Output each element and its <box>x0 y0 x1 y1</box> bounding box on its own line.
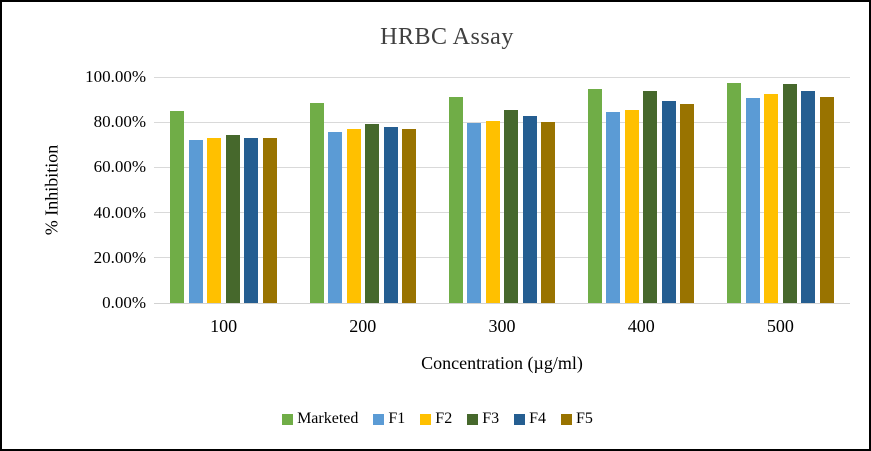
y-tick-label-60: 60.00% <box>93 157 146 177</box>
y-tick-label-0: 0.00% <box>102 293 146 312</box>
bar-f4-500 <box>801 91 816 303</box>
legend-swatch-f1 <box>373 413 385 425</box>
legend-item-f2: F2 <box>420 411 452 427</box>
legend-item-marketed: Marketed <box>282 411 358 427</box>
y-tick-label-100: 100.00% <box>85 67 146 86</box>
bar-f5-400 <box>680 103 695 303</box>
bar-marketed-200 <box>309 103 324 303</box>
bar-f2-300 <box>485 120 500 303</box>
bar-f2-400 <box>624 110 639 303</box>
plot-area <box>154 76 850 304</box>
bar-f2-500 <box>764 94 779 303</box>
bar-f4-200 <box>383 127 398 303</box>
bar-f3-500 <box>782 84 797 303</box>
bar-marketed-100 <box>170 110 185 303</box>
bar-f5-300 <box>541 121 556 303</box>
bar-f3-200 <box>365 123 380 303</box>
bar-f2-200 <box>346 129 361 303</box>
x-tick-label-200: 200 <box>349 316 377 336</box>
legend-swatch-f4 <box>514 413 526 425</box>
bar-f1-200 <box>328 132 343 303</box>
legend-label-f2: F2 <box>435 410 453 427</box>
legend-swatch-f5 <box>561 413 573 425</box>
gridline-0 <box>154 302 850 304</box>
bar-f5-500 <box>819 97 834 303</box>
bar-f2-100 <box>207 138 222 303</box>
legend-item-f5: F5 <box>561 411 593 427</box>
bar-f3-100 <box>225 135 240 303</box>
x-tick-label-300: 300 <box>488 316 516 336</box>
gridline-40 <box>154 212 850 214</box>
legend-label-f5: F5 <box>576 410 593 427</box>
y-tick-label-40: 40.00% <box>93 202 146 222</box>
y-tick-label-80: 80.00% <box>93 112 146 132</box>
legend-swatch-f2 <box>420 413 432 425</box>
legend-label-f3: F3 <box>482 410 500 427</box>
bar-f5-200 <box>402 129 417 303</box>
gridline-80 <box>154 121 850 123</box>
bar-f1-500 <box>745 97 760 303</box>
y-tick-label-20: 20.00% <box>93 247 146 267</box>
bar-f5-100 <box>262 138 277 303</box>
bar-group-500 <box>711 83 850 303</box>
bar-marketed-300 <box>448 96 463 303</box>
legend-swatch-f3 <box>467 413 479 425</box>
bar-f1-100 <box>188 139 203 303</box>
bar-group-300 <box>432 96 571 303</box>
bar-marketed-500 <box>727 83 742 303</box>
x-axis-title: Concentration (µg/ml) <box>421 353 583 373</box>
bar-group-100 <box>154 110 293 303</box>
legend-item-f4: F4 <box>514 411 546 427</box>
legend-label-marketed: Marketed <box>297 410 359 427</box>
bar-group-200 <box>293 103 432 303</box>
x-tick-label-400: 400 <box>627 316 655 336</box>
legend-swatch-marketed <box>282 413 294 425</box>
bar-f1-300 <box>467 123 482 303</box>
chart-legend: Marketed F1 F2 F3 F4 F5 <box>2 411 869 427</box>
legend-item-f1: F1 <box>373 411 405 427</box>
bar-f4-300 <box>522 115 537 303</box>
gridline-60 <box>154 166 850 168</box>
gridline-20 <box>154 257 850 259</box>
bar-f4-100 <box>244 138 259 303</box>
bar-f3-400 <box>643 91 658 303</box>
bar-marketed-400 <box>587 89 602 303</box>
x-tick-label-100: 100 <box>210 316 238 336</box>
legend-label-f1: F1 <box>388 410 406 427</box>
x-tick-label-500: 500 <box>766 316 794 336</box>
gridline-100 <box>154 76 850 78</box>
bar-f3-300 <box>504 109 519 303</box>
legend-item-f3: F3 <box>467 411 499 427</box>
chart-title: HRBC Assay <box>380 24 514 50</box>
bar-f1-400 <box>606 111 621 303</box>
legend-label-f4: F4 <box>529 410 547 427</box>
bar-f4-400 <box>661 101 676 303</box>
bar-group-400 <box>572 89 711 303</box>
